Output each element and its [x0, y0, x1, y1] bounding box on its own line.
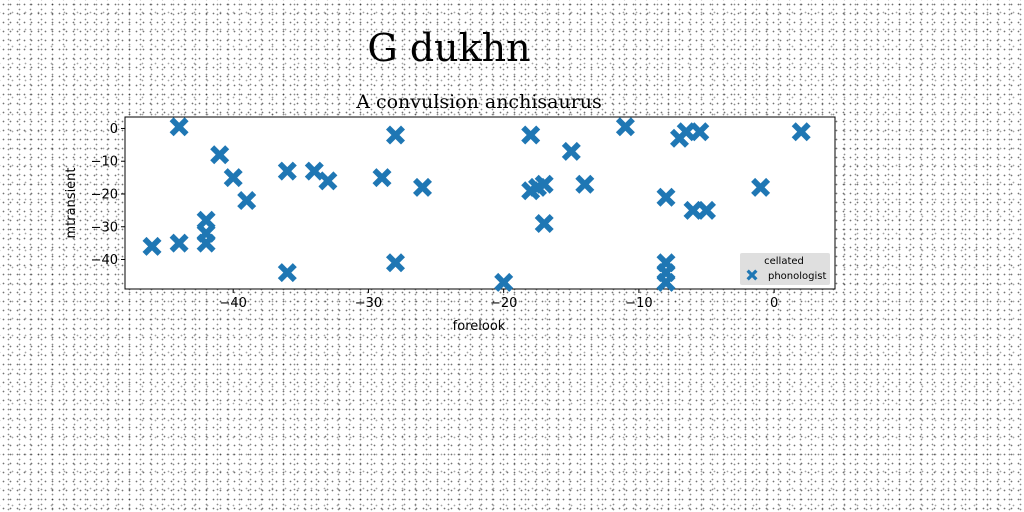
y-tick-label: −20 [91, 187, 118, 202]
x-tick-label: −30 [355, 296, 382, 311]
data-point [237, 191, 257, 210]
y-tick-label: −40 [91, 253, 118, 268]
data-point [690, 122, 710, 142]
figure-suptitle: G dukhn [367, 26, 531, 70]
data-point [791, 122, 811, 142]
plot-title: A convulsion anchisaurus [355, 91, 602, 113]
y-axis-ticks: 0 −10 −20 −30 −40 [91, 122, 125, 268]
data-point [142, 236, 162, 256]
data-point [615, 117, 635, 137]
x-tick-label: 0 [770, 296, 778, 311]
legend-title: cellated [764, 256, 804, 267]
data-point [534, 214, 554, 233]
data-point [575, 174, 595, 194]
legend: cellated phonologist [740, 253, 830, 285]
data-point [494, 272, 514, 292]
data-point [372, 168, 392, 188]
legend-box [740, 253, 830, 285]
data-point [386, 253, 405, 273]
data-point [751, 177, 771, 197]
data-point [169, 117, 189, 137]
legend-marker-shape [746, 269, 758, 281]
x-axis-label: forelook [453, 319, 506, 334]
data-point [521, 125, 541, 145]
data-point [697, 200, 716, 220]
x-tick-label: −40 [219, 296, 246, 311]
x-tick-label: −10 [625, 296, 652, 311]
data-point [676, 122, 696, 142]
legend-marker [746, 269, 758, 281]
data-points [142, 117, 811, 292]
data-point [534, 174, 554, 194]
data-point [223, 168, 243, 188]
y-tick-label: 0 [110, 122, 118, 137]
x-axis-ticks: −40 −30 −20 −10 0 [219, 289, 778, 311]
data-point [277, 161, 297, 181]
y-axis-label: mtransient [64, 167, 79, 238]
data-point [210, 145, 230, 165]
data-point [561, 141, 581, 161]
data-point [413, 177, 432, 197]
axes-area: −40 −30 −20 −10 0 0 −10 −20 −30 −40 [91, 116, 836, 311]
data-point [196, 233, 216, 253]
data-point [169, 233, 189, 253]
x-tick-label: −20 [490, 296, 517, 311]
data-point [656, 187, 676, 207]
y-tick-label: −30 [91, 220, 118, 235]
data-point [386, 125, 405, 145]
legend-label: phonologist [768, 271, 826, 282]
data-point [656, 272, 676, 292]
plot-frame [124, 116, 836, 290]
data-point [318, 171, 338, 191]
data-point [277, 263, 297, 283]
y-tick-label: −10 [91, 155, 118, 170]
